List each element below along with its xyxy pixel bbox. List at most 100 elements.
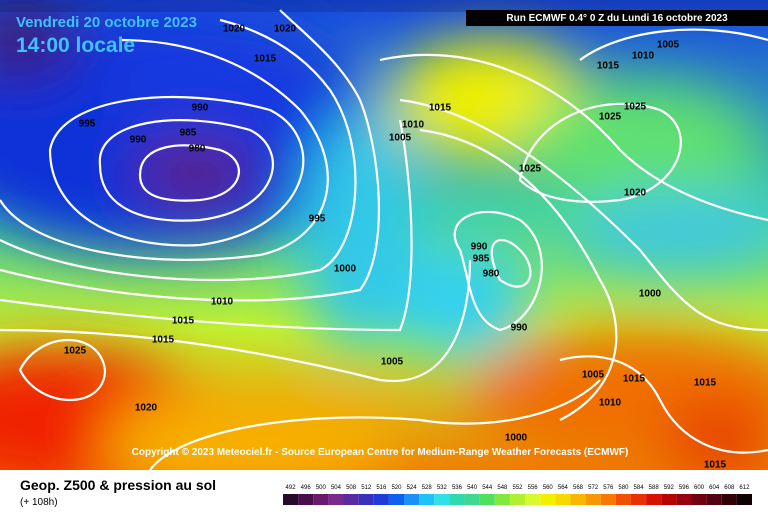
isobar-label: 1025 bbox=[64, 346, 87, 357]
colorbar-cell bbox=[449, 494, 465, 505]
colorbar-cell bbox=[479, 494, 495, 505]
isobar-label: 1010 bbox=[599, 398, 622, 409]
isobar-label: 1020 bbox=[135, 403, 158, 414]
isobar-label: 990 bbox=[511, 323, 528, 334]
colorbar-label: 540 bbox=[467, 485, 478, 491]
isobar-label: 1015 bbox=[152, 335, 175, 346]
isobar-label: 1015 bbox=[597, 61, 620, 72]
isobar-label: 1025 bbox=[599, 112, 622, 123]
colorbar-label: 544 bbox=[482, 485, 493, 491]
field bbox=[0, 0, 768, 470]
colorbar-label: 560 bbox=[543, 485, 554, 491]
isobar-label: 1000 bbox=[334, 264, 357, 275]
isobar-labels: 1020 102010159909959909859809951000101010… bbox=[64, 24, 727, 471]
colorbar-label: 604 bbox=[709, 485, 720, 491]
colorbar-label: 556 bbox=[528, 485, 539, 491]
isobar-label: 1005 bbox=[657, 40, 680, 51]
colorbar-cell bbox=[630, 494, 647, 505]
footer-lead: (+ 108h) bbox=[20, 497, 58, 508]
isobar-label: 1020 bbox=[624, 188, 647, 199]
colorbar-cell bbox=[283, 494, 299, 505]
isobar-label: 980 bbox=[189, 144, 206, 155]
colorbar-cell bbox=[676, 494, 692, 505]
isobar-label: 1015 bbox=[254, 54, 277, 65]
isobar-label: 980 bbox=[483, 269, 500, 280]
isobar-label: 1015 bbox=[694, 378, 717, 389]
colorbar-label: 552 bbox=[512, 485, 523, 491]
isobar-label: 985 bbox=[473, 254, 490, 265]
isobar-label: 1005 bbox=[389, 133, 412, 144]
isobar-label: 990 bbox=[130, 135, 147, 146]
colorbar-cell bbox=[328, 494, 344, 505]
isobar-label: 1000 bbox=[505, 433, 528, 444]
colorbar-label: 532 bbox=[437, 485, 448, 491]
colorbar-cell bbox=[615, 494, 631, 505]
colorbar-cell bbox=[464, 494, 480, 505]
isobar-label: 995 bbox=[309, 214, 326, 225]
colorbar-label: 528 bbox=[422, 485, 433, 491]
colorbar-cell bbox=[570, 494, 586, 505]
top-strip bbox=[0, 0, 768, 12]
colorbar-cell bbox=[585, 494, 601, 505]
isobar-label: 1015 bbox=[623, 374, 646, 385]
isobar-label: 985 bbox=[180, 128, 197, 139]
colorbar-label: 600 bbox=[694, 485, 705, 491]
colorbar-label: 572 bbox=[588, 485, 599, 491]
colorbar-cell bbox=[373, 494, 389, 505]
colorbar-cell bbox=[404, 494, 420, 505]
colorbar-label: 608 bbox=[724, 485, 735, 491]
colorbar-label: 516 bbox=[376, 485, 387, 491]
colorbar-cell bbox=[434, 494, 450, 505]
colorbar-cell bbox=[600, 494, 616, 505]
isobar-label: 1005 bbox=[381, 357, 404, 368]
colorbar-label: 536 bbox=[452, 485, 463, 491]
colorbar-cell bbox=[525, 494, 541, 505]
colorbar-cell bbox=[721, 494, 737, 505]
isobar-label: 1020 bbox=[223, 24, 246, 35]
isobar-label: 1025 bbox=[624, 102, 647, 113]
isobar-label: 1015 bbox=[704, 460, 727, 471]
colorbar-label: 588 bbox=[649, 485, 660, 491]
colorbar-cell bbox=[661, 494, 677, 505]
isobar-label: 995 bbox=[79, 119, 96, 130]
colorbar: 492 496 500 504 508 512 516 520 524 528 532 536 540 5… bbox=[283, 485, 752, 505]
colorbar-cell bbox=[540, 494, 556, 505]
colorbar-cell bbox=[313, 494, 329, 505]
colorbar-label: 512 bbox=[361, 485, 372, 491]
isobar-label: 1010 bbox=[632, 51, 655, 62]
colorbar-cell bbox=[646, 494, 662, 505]
colorbar-label: 576 bbox=[603, 485, 614, 491]
colorbar-cell bbox=[706, 494, 722, 505]
isobar-label: 1015 bbox=[429, 103, 452, 114]
colorbar-label: 584 bbox=[634, 485, 645, 491]
time: 14:00 locale bbox=[16, 34, 135, 57]
colorbar-cell bbox=[555, 494, 571, 505]
colorbar-label: 612 bbox=[739, 485, 750, 491]
isobar-label: 1020 bbox=[274, 24, 297, 35]
isobar-label: 1010 bbox=[402, 120, 425, 131]
run-box bbox=[466, 10, 768, 26]
colorbar-label: 524 bbox=[407, 485, 418, 491]
colorbar-label: 504 bbox=[331, 485, 342, 491]
isobar-label: 990 bbox=[471, 242, 488, 253]
colorbar-label: 520 bbox=[391, 485, 402, 491]
colorbar-label: 500 bbox=[316, 485, 327, 491]
isobar-label: 1000 bbox=[639, 289, 662, 300]
colorbar-label: 564 bbox=[558, 485, 569, 491]
colorbar-cell bbox=[298, 494, 314, 505]
isobar-label: 990 bbox=[192, 103, 209, 114]
colorbar-cell bbox=[358, 494, 374, 505]
colorbar-label: 492 bbox=[286, 485, 297, 491]
colorbar-cell bbox=[388, 494, 405, 505]
colorbar-cell bbox=[691, 494, 707, 505]
colorbar-label: 548 bbox=[497, 485, 508, 491]
copyright: Copyright © 2023 Meteociel.fr - Source E… bbox=[132, 447, 629, 458]
isobar-label: 1010 bbox=[211, 297, 234, 308]
colorbar-label: 568 bbox=[573, 485, 584, 491]
colorbar-label: 596 bbox=[679, 485, 690, 491]
colorbar-cell bbox=[343, 494, 359, 505]
colorbar-label: 580 bbox=[618, 485, 629, 491]
colorbar-cell bbox=[494, 494, 510, 505]
colorbar-cell bbox=[419, 494, 435, 505]
colorbar-cell bbox=[509, 494, 526, 505]
